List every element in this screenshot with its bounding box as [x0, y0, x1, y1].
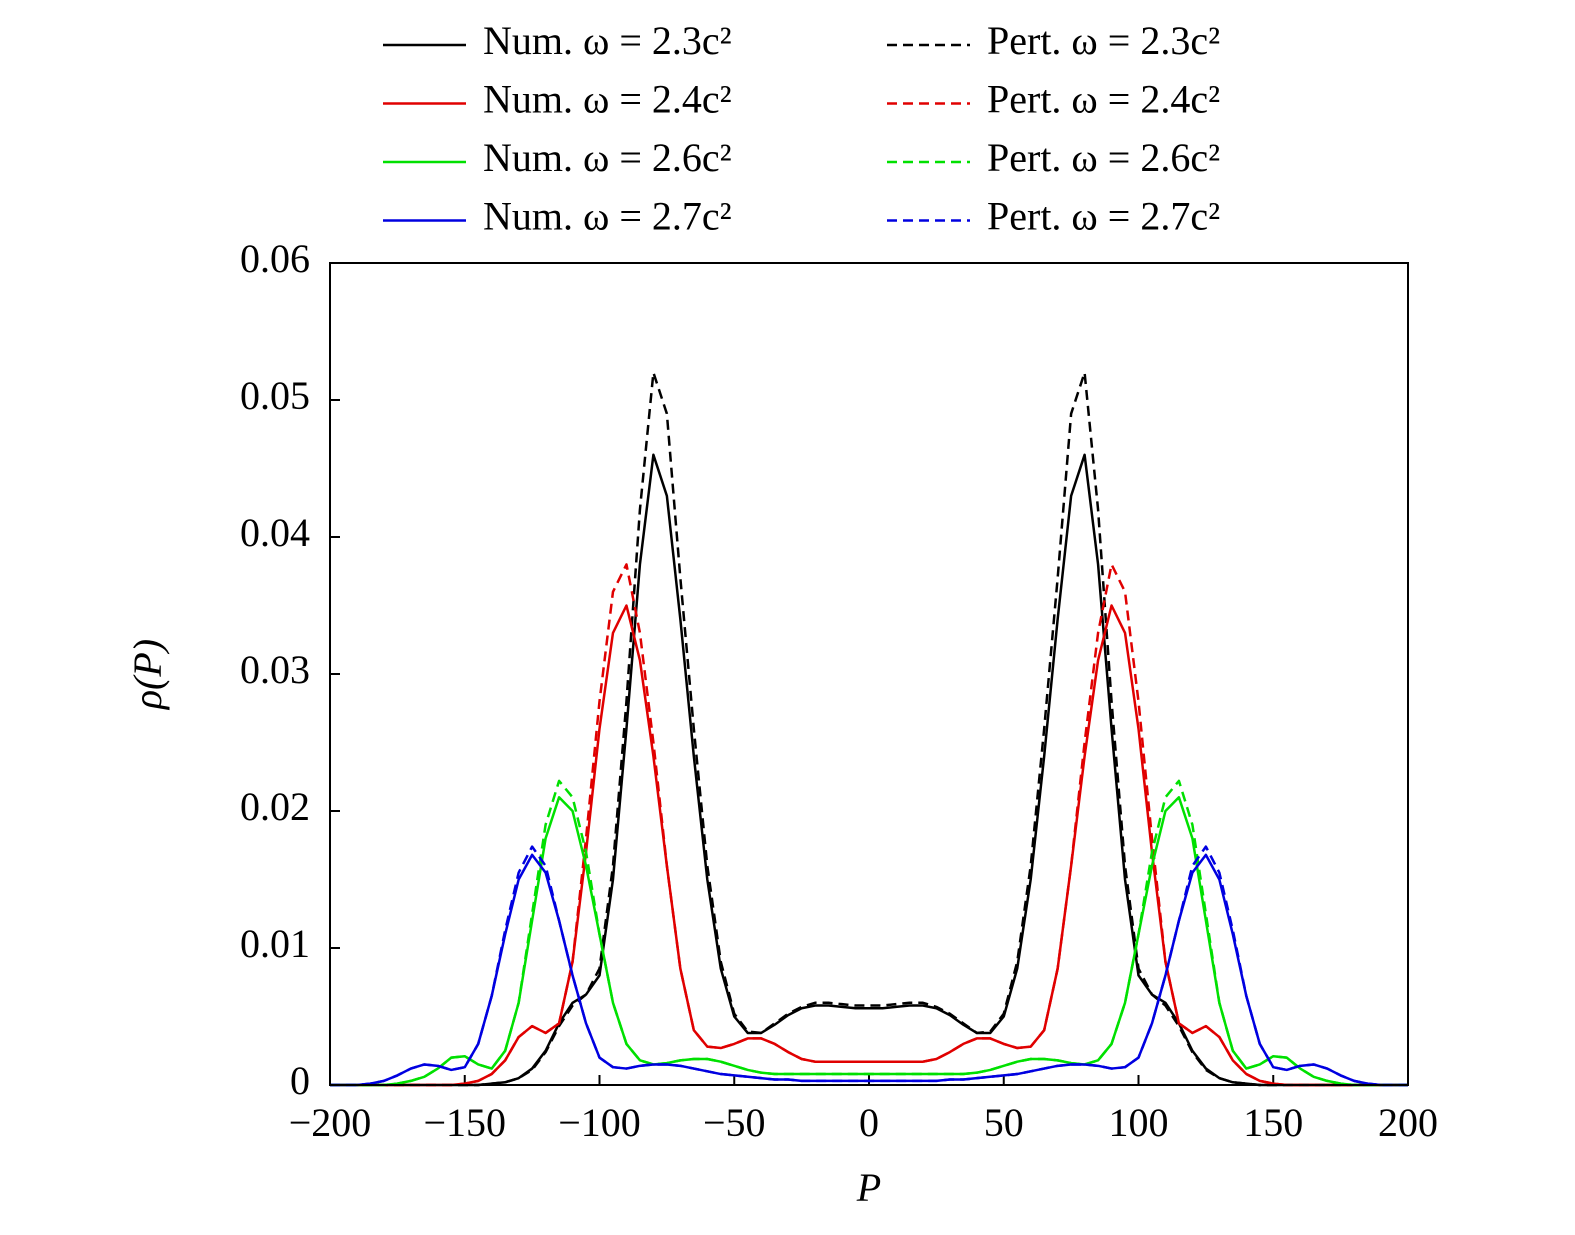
legend-label: Num. ω = 2.3c²: [483, 18, 732, 63]
x-tick-label: −200: [289, 1100, 372, 1145]
y-tick-label: 0.04: [240, 510, 310, 555]
legend-label: Num. ω = 2.4c²: [483, 77, 732, 122]
y-tick-label: 0.03: [240, 647, 310, 692]
line: [330, 779, 1408, 1087]
legend-label: Pert. ω = 2.4c²: [987, 77, 1220, 122]
y-tick-label: 0.01: [240, 921, 310, 966]
x-tick-label: 200: [1378, 1100, 1438, 1145]
y-tick-label: 0.05: [240, 373, 310, 418]
x-tick-label: 100: [1109, 1100, 1169, 1145]
y-tick-label: 0.06: [240, 236, 310, 281]
line: [330, 563, 1408, 1087]
y-tick-label: 0: [290, 1058, 310, 1103]
x-tick-label: 150: [1243, 1100, 1303, 1145]
x-axis-label: P: [856, 1165, 881, 1210]
y-axis-label: ρ(P): [125, 639, 170, 711]
y-tick-label: 0.02: [240, 784, 310, 829]
line: [330, 845, 1408, 1087]
line: [330, 371, 1408, 1087]
legend-label: Pert. ω = 2.3c²: [987, 18, 1220, 63]
legend-label: Num. ω = 2.6c²: [483, 135, 732, 180]
plot-frame: [329, 262, 1409, 1086]
x-tick-label: −150: [423, 1100, 506, 1145]
legend-label: Pert. ω = 2.7c²: [987, 194, 1220, 239]
x-tick-label: 50: [984, 1100, 1024, 1145]
x-tick-label: −50: [703, 1100, 766, 1145]
x-tick-label: 0: [859, 1100, 879, 1145]
legend-label: Pert. ω = 2.6c²: [987, 135, 1220, 180]
legend-label: Num. ω = 2.7c²: [483, 194, 732, 239]
x-tick-label: −100: [558, 1100, 641, 1145]
